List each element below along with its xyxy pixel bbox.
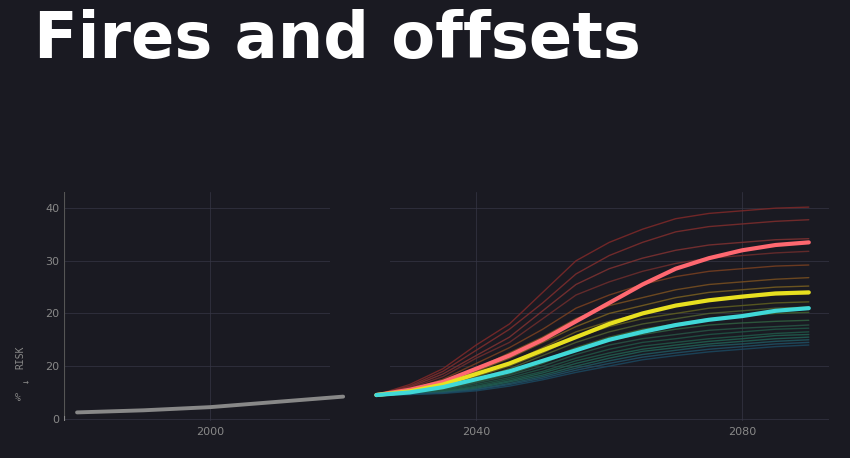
Bar xyxy=(330,182,389,429)
Text: Fires and offsets: Fires and offsets xyxy=(34,9,641,71)
Text: RISK: RISK xyxy=(15,345,26,369)
Text: %: % xyxy=(15,393,21,403)
Text: →: → xyxy=(23,377,29,387)
